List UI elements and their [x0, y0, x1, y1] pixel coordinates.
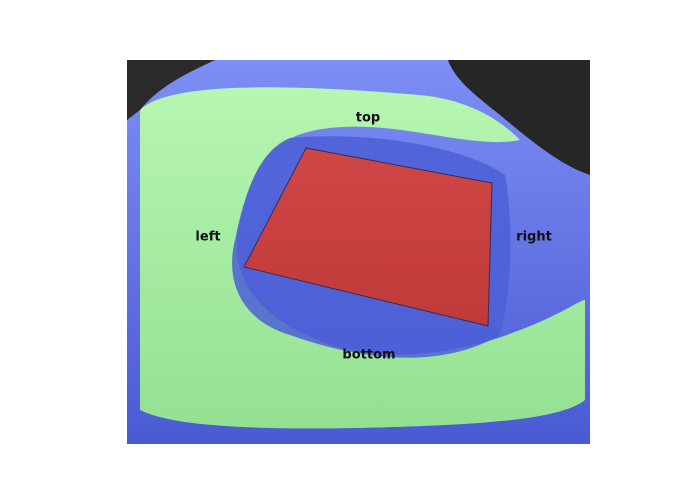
label: left — [195, 230, 220, 245]
dark-corner — [448, 60, 590, 175]
label: top — [356, 111, 380, 126]
label: bottom — [342, 348, 395, 363]
dark-corner — [127, 60, 215, 120]
label: right — [516, 230, 552, 245]
image — [127, 60, 590, 444]
red-plane — [243, 147, 493, 327]
green-region — [140, 87, 585, 429]
